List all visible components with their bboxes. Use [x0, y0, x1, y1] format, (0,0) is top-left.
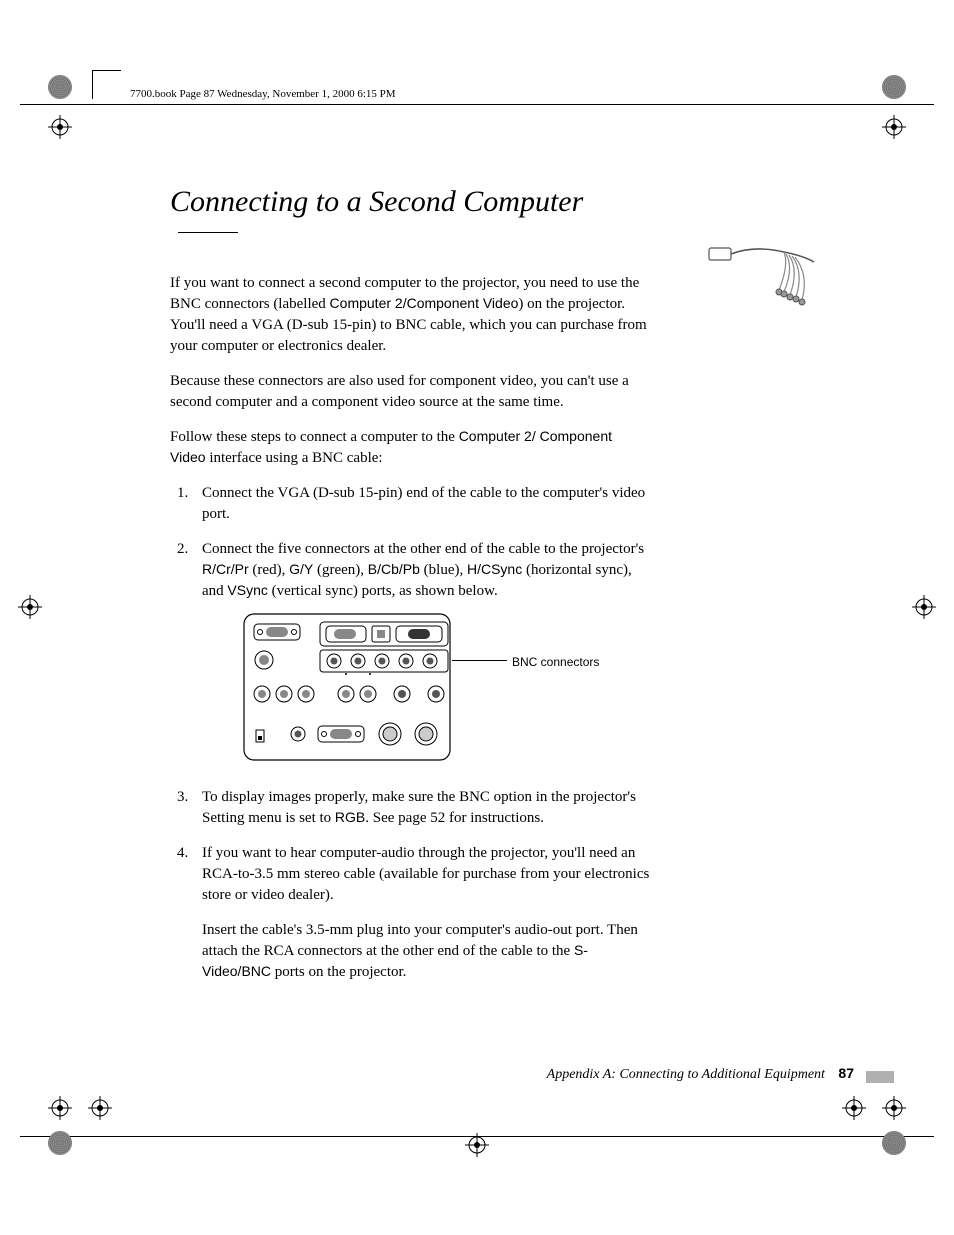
main-content: Connecting to a Second Computer If you w… [170, 185, 650, 997]
steps-list: Connect the VGA (D-sub 15-pin) end of th… [170, 483, 650, 983]
registration-mark-icon [842, 1096, 866, 1120]
rosette-icon [882, 1131, 906, 1155]
step-3: To display images properly, make sure th… [192, 787, 650, 829]
header-crop-corner [92, 70, 121, 99]
connector-panel-diagram: BNC connectors [242, 612, 650, 769]
registration-mark-icon [912, 595, 936, 619]
paragraph-1: If you want to connect a second computer… [170, 273, 650, 357]
registration-mark-icon [882, 1096, 906, 1120]
vga-bnc-cable-illustration [704, 240, 824, 320]
registration-mark-icon [88, 1096, 112, 1120]
page-footer: Appendix A: Connecting to Additional Equ… [547, 1065, 854, 1083]
paragraph-3: Follow these steps to connect a computer… [170, 427, 650, 469]
page-number: 87 [838, 1065, 854, 1081]
registration-mark-icon [882, 115, 906, 139]
footer-bar [866, 1071, 894, 1083]
step-2: Connect the five connectors at the other… [192, 539, 650, 769]
title-rule [178, 232, 238, 233]
registration-mark-icon [48, 1096, 72, 1120]
step-4-sub: Insert the cable's 3.5-mm plug into your… [202, 920, 650, 983]
section-title-text: Connecting to a Second Computer [170, 185, 583, 218]
section-title: Connecting to a Second Computer [170, 185, 650, 253]
rosette-icon [882, 75, 906, 99]
paragraph-2: Because these connectors are also used f… [170, 371, 650, 413]
step-4: If you want to hear computer-audio throu… [192, 843, 650, 983]
bnc-connectors-label: BNC connectors [512, 654, 599, 671]
footer-text: Appendix A: Connecting to Additional Equ… [547, 1067, 825, 1082]
step-1: Connect the VGA (D-sub 15-pin) end of th… [192, 483, 650, 525]
rosette-icon [48, 75, 72, 99]
registration-mark-icon [48, 115, 72, 139]
page-header: 7700.book Page 87 Wednesday, November 1,… [130, 88, 396, 100]
crop-rule-top [20, 104, 934, 105]
callout-line [452, 660, 507, 661]
registration-mark-icon [18, 595, 42, 619]
rosette-icon [48, 1131, 72, 1155]
registration-mark-icon [465, 1133, 489, 1157]
